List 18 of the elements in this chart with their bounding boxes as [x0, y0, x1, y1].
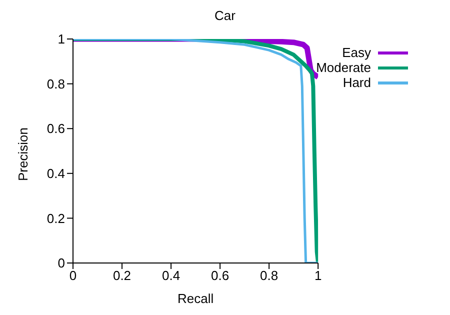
x-tick-label: 0.4: [162, 268, 180, 284]
x-tick-label: 0.2: [112, 268, 132, 284]
chart-title: Car: [214, 8, 236, 23]
y-tick-label: 0.4: [46, 166, 65, 182]
legend-label: Moderate: [316, 60, 371, 75]
x-axis-title: Recall: [177, 291, 214, 306]
y-tick-label: 0.2: [46, 210, 65, 226]
y-tick-label: 0: [58, 256, 65, 271]
y-tick-label: 1: [58, 32, 65, 47]
x-tick-label: 0: [69, 268, 77, 284]
y-axis-title: Precision: [16, 128, 31, 181]
x-tick-label: 0.6: [211, 268, 230, 284]
legend-label: Hard: [342, 75, 371, 90]
legend-label: Easy: [342, 45, 371, 60]
y-tick-label: 0.8: [46, 76, 65, 92]
y-tick-label: 0.6: [46, 121, 65, 136]
x-tick-label: 0.8: [260, 268, 278, 284]
x-tick-label: 1: [314, 268, 322, 284]
